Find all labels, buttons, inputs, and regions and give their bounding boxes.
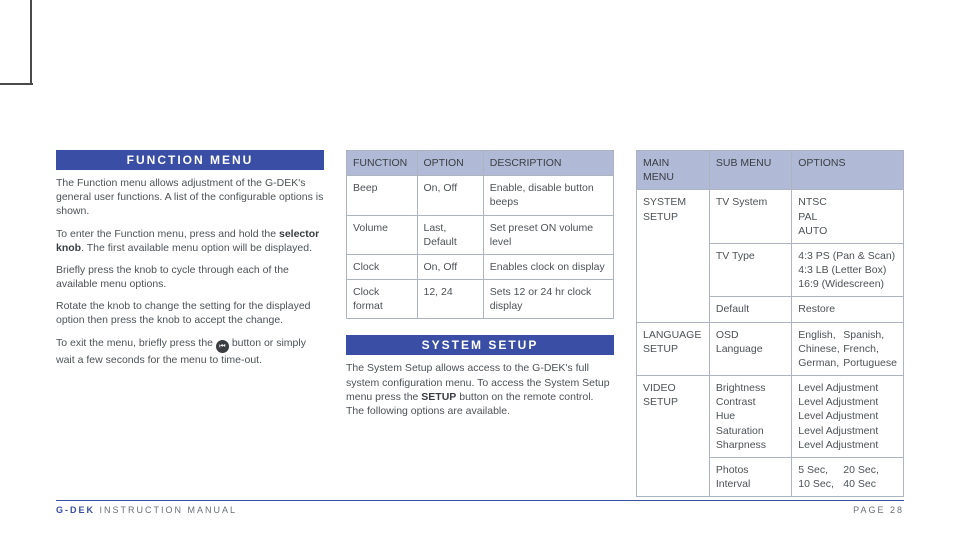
fm-exit-a: To exit the menu, briefly press the <box>56 337 216 349</box>
opt-col-left: 10 Sec, <box>798 477 843 491</box>
function-table-header: OPTION <box>417 151 483 176</box>
column-right: MAIN MENUSUB MENUOPTIONS SYSTEM SETUPTV … <box>636 150 904 497</box>
table-cell-main: LANGUAGE SETUP <box>637 322 710 376</box>
page-footer: G-DEK INSTRUCTION MANUAL PAGE 28 <box>56 500 904 515</box>
table-cell-sub: Default <box>709 297 791 322</box>
page-content: FUNCTION MENU The Function menu allows a… <box>56 150 904 497</box>
previous-track-icon: ⏮ <box>216 340 229 353</box>
table-row: SYSTEM SETUPTV SystemNTSC PAL AUTO <box>637 190 904 244</box>
table-cell: Set preset ON volume level <box>483 215 613 254</box>
footer-left: G-DEK INSTRUCTION MANUAL <box>56 505 237 515</box>
opt-col-left: 5 Sec, <box>798 463 843 477</box>
fm-cycle: Briefly press the knob to cycle through … <box>56 263 324 291</box>
function-table: FUNCTIONOPTIONDESCRIPTION BeepOn, OffEna… <box>346 150 614 319</box>
opt-col-left: English, <box>798 328 843 342</box>
opt-col-left: Chinese, <box>798 342 843 356</box>
table-row: VIDEO SETUPBrightness Contrast Hue Satur… <box>637 376 904 458</box>
table-cell: Sets 12 or 24 hr clock display <box>483 280 613 319</box>
table-cell-options: English,Spanish,Chinese,French,German,Po… <box>792 322 904 376</box>
footer-right: PAGE 28 <box>853 505 904 515</box>
crop-mark-top <box>0 83 33 85</box>
fm-enter-a: To enter the Function menu, press and ho… <box>56 228 279 240</box>
table-cell: Volume <box>347 215 418 254</box>
opt-col-right: 20 Sec, <box>843 463 879 477</box>
fm-intro: The Function menu allows adjustment of t… <box>56 176 324 219</box>
table-cell: Enables clock on display <box>483 254 613 279</box>
crop-mark-left <box>30 0 32 85</box>
table-cell-sub: Brightness Contrast Hue Saturation Sharp… <box>709 376 791 458</box>
function-menu-header: FUNCTION MENU <box>56 150 324 170</box>
fm-exit: To exit the menu, briefly press the ⏮ bu… <box>56 336 324 367</box>
function-table-header: DESCRIPTION <box>483 151 613 176</box>
setup-table-header: SUB MENU <box>709 151 791 190</box>
table-row: LANGUAGE SETUPOSD LanguageEnglish,Spanis… <box>637 322 904 376</box>
column-middle: FUNCTIONOPTIONDESCRIPTION BeepOn, OffEna… <box>346 150 614 497</box>
system-setup-header: SYSTEM SETUP <box>346 335 614 355</box>
table-cell-options: 5 Sec,20 Sec,10 Sec,40 Sec <box>792 457 904 496</box>
footer-brand: G-DEK <box>56 505 95 515</box>
opt-col-right: 40 Sec <box>843 477 876 491</box>
table-cell-sub: TV System <box>709 190 791 244</box>
table-cell-options: Level Adjustment Level Adjustment Level … <box>792 376 904 458</box>
opt-col-right: Portuguese <box>843 356 897 370</box>
table-cell-options: NTSC PAL AUTO <box>792 190 904 244</box>
ss-intro: The System Setup allows access to the G-… <box>346 361 614 418</box>
fm-enter-c: . The first available menu option will b… <box>81 242 312 254</box>
ss-intro-b: SETUP <box>421 391 456 403</box>
table-row: VolumeLast, DefaultSet preset ON volume … <box>347 215 614 254</box>
table-cell: On, Off <box>417 254 483 279</box>
table-row: ClockOn, OffEnables clock on display <box>347 254 614 279</box>
function-table-header: FUNCTION <box>347 151 418 176</box>
table-cell-sub: OSD Language <box>709 322 791 376</box>
column-left: FUNCTION MENU The Function menu allows a… <box>56 150 324 497</box>
setup-table-header: MAIN MENU <box>637 151 710 190</box>
footer-left-text: INSTRUCTION MANUAL <box>95 505 237 515</box>
table-cell: Clock format <box>347 280 418 319</box>
table-cell-main: VIDEO SETUP <box>637 376 710 497</box>
table-cell: Beep <box>347 176 418 215</box>
table-cell-options: Restore <box>792 297 904 322</box>
table-cell-sub: Photos Interval <box>709 457 791 496</box>
table-row: BeepOn, OffEnable, disable button beeps <box>347 176 614 215</box>
table-row: Clock format12, 24Sets 12 or 24 hr clock… <box>347 280 614 319</box>
table-cell: 12, 24 <box>417 280 483 319</box>
opt-col-right: Spanish, <box>843 328 884 342</box>
fm-rotate: Rotate the knob to change the setting fo… <box>56 299 324 327</box>
opt-col-right: French, <box>843 342 879 356</box>
table-cell-options: 4:3 PS (Pan & Scan) 4:3 LB (Letter Box) … <box>792 243 904 297</box>
table-cell-sub: TV Type <box>709 243 791 297</box>
setup-table-header: OPTIONS <box>792 151 904 190</box>
setup-table: MAIN MENUSUB MENUOPTIONS SYSTEM SETUPTV … <box>636 150 904 497</box>
table-cell-main: SYSTEM SETUP <box>637 190 710 322</box>
table-cell: Last, Default <box>417 215 483 254</box>
table-cell: On, Off <box>417 176 483 215</box>
table-cell: Enable, disable button beeps <box>483 176 613 215</box>
fm-enter: To enter the Function menu, press and ho… <box>56 227 324 255</box>
opt-col-left: German, <box>798 356 843 370</box>
table-cell: Clock <box>347 254 418 279</box>
